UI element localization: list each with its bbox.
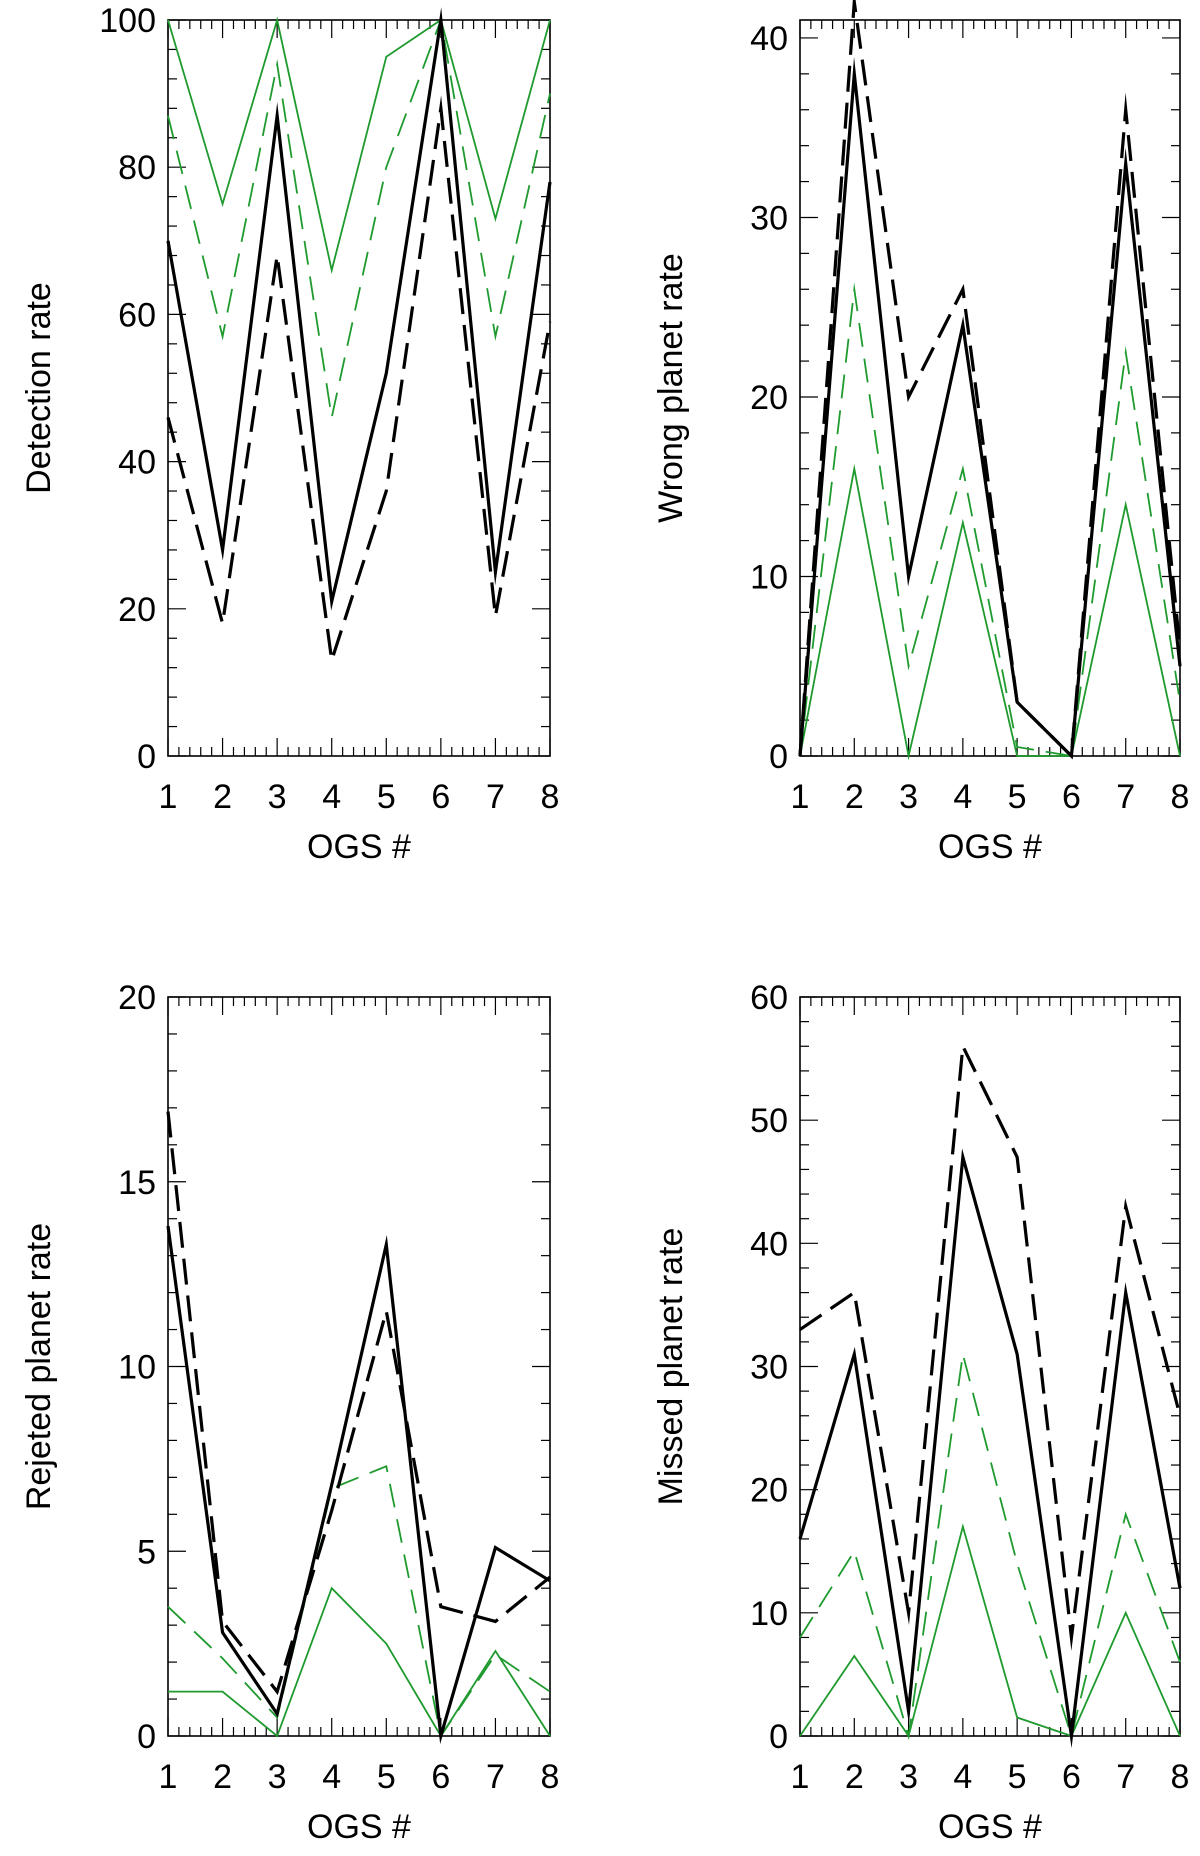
x-tick-label: 4 [953, 778, 972, 816]
y-tick-label: 20 [750, 1472, 788, 1510]
y-tick-label: 40 [118, 444, 156, 482]
x-tick-label: 2 [845, 1758, 864, 1796]
series-line-black-solid [166, 1225, 551, 1745]
y-tick-label: 60 [118, 296, 156, 334]
y-tick-label: 20 [118, 591, 156, 629]
x-tick-label: 6 [431, 1758, 450, 1796]
x-tick-label: 3 [268, 778, 287, 816]
y-tick-label: 10 [118, 1349, 156, 1387]
series-line-black-solid [798, 1148, 1182, 1749]
x-axis-title: OGS # [307, 828, 411, 866]
panel-2: 1 2 3 4 5 6 7 8 0 10 20 30 40 OGS # Wrong planet rate [652, 0, 1190, 866]
x-tick-label: 2 [213, 1758, 232, 1796]
y-tick-label: 0 [137, 1718, 156, 1756]
y-tick-label: 15 [118, 1164, 156, 1202]
x-tick-label: 1 [159, 1758, 178, 1796]
y-axis-title: Detection rate [20, 282, 58, 494]
panel-4: 1 2 3 4 5 6 7 8 0 10 20 30 40 50 60 OGS # Missed planet … [652, 979, 1189, 1846]
x-tick-label: 4 [322, 778, 341, 816]
y-tick-label: 60 [750, 979, 788, 1017]
series-line-green-solid [168, 1586, 551, 1738]
series-line-green-dashed [799, 282, 1181, 758]
x-tick-label: 8 [541, 1758, 560, 1796]
series-line-green-solid [799, 463, 1181, 761]
y-tick-label: 10 [750, 558, 788, 596]
y-tick-label: 100 [99, 2, 156, 40]
x-tick-label: 8 [541, 778, 560, 816]
panel-2-frame [799, 19, 1181, 757]
y-tick-label: 80 [118, 149, 156, 187]
y-tick-label: 30 [750, 199, 788, 237]
x-tick-label: 6 [431, 778, 450, 816]
x-tick-label: 5 [377, 1758, 396, 1796]
series-line-black-dashed [799, 1040, 1182, 1651]
x-tick-label: 7 [1116, 1758, 1135, 1796]
series-line-black-dashed [166, 95, 552, 668]
series-line-black-solid [166, 7, 552, 611]
y-tick-label: 20 [750, 379, 788, 417]
series-line-green-dashed [167, 1465, 551, 1739]
x-tick-label: 8 [1171, 778, 1190, 816]
series-line-green-dashed [799, 1349, 1181, 1741]
x-tick-label: 2 [845, 778, 864, 816]
y-tick-label: 0 [769, 738, 788, 776]
series-line-black-dashed [166, 1111, 552, 1696]
x-axis-title: OGS # [938, 828, 1042, 866]
y-tick-label: 5 [137, 1533, 156, 1571]
y-tick-label: 30 [750, 1349, 788, 1387]
y-axis-title: Wrong planet rate [652, 253, 690, 523]
y-tick-label: 20 [118, 979, 156, 1017]
x-tick-label: 7 [486, 778, 505, 816]
x-tick-label: 2 [213, 778, 232, 816]
y-tick-label: 40 [750, 20, 788, 58]
x-tick-label: 3 [899, 1758, 918, 1796]
y-tick-label: 40 [750, 1225, 788, 1263]
y-axis-title: Rejeted planet rate [20, 1223, 58, 1510]
x-tick-label: 7 [486, 1758, 505, 1796]
x-tick-label: 1 [791, 1758, 810, 1796]
x-tick-label: 4 [322, 1758, 341, 1796]
x-tick-label: 5 [1008, 1758, 1027, 1796]
series-line-green-dashed [167, 16, 551, 423]
x-tick-label: 4 [953, 1758, 972, 1796]
series-line-green-solid [799, 1523, 1181, 1739]
y-tick-label: 0 [137, 738, 156, 776]
x-tick-label: 6 [1062, 778, 1081, 816]
y-tick-label: 10 [750, 1595, 788, 1633]
x-tick-label: 3 [899, 778, 918, 816]
x-tick-label: 1 [159, 778, 178, 816]
y-tick-label: 0 [769, 1718, 788, 1756]
x-axis-title: OGS # [307, 1808, 411, 1846]
x-axis-title: OGS # [938, 1808, 1042, 1846]
series-line-black-solid [798, 56, 1182, 760]
x-tick-label: 6 [1062, 1758, 1081, 1796]
x-tick-label: 3 [268, 1758, 287, 1796]
series-line-green-solid [167, 16, 551, 275]
y-axis-title: Missed planet rate [652, 1228, 690, 1506]
x-tick-label: 1 [791, 778, 810, 816]
x-tick-label: 5 [1008, 778, 1027, 816]
x-tick-label: 8 [1171, 1758, 1190, 1796]
y-tick-label: 50 [750, 1102, 788, 1140]
panel-1-frame [167, 19, 551, 757]
series-line-black-dashed [798, 0, 1182, 760]
x-tick-label: 5 [377, 778, 396, 816]
x-tick-label: 7 [1116, 778, 1135, 816]
